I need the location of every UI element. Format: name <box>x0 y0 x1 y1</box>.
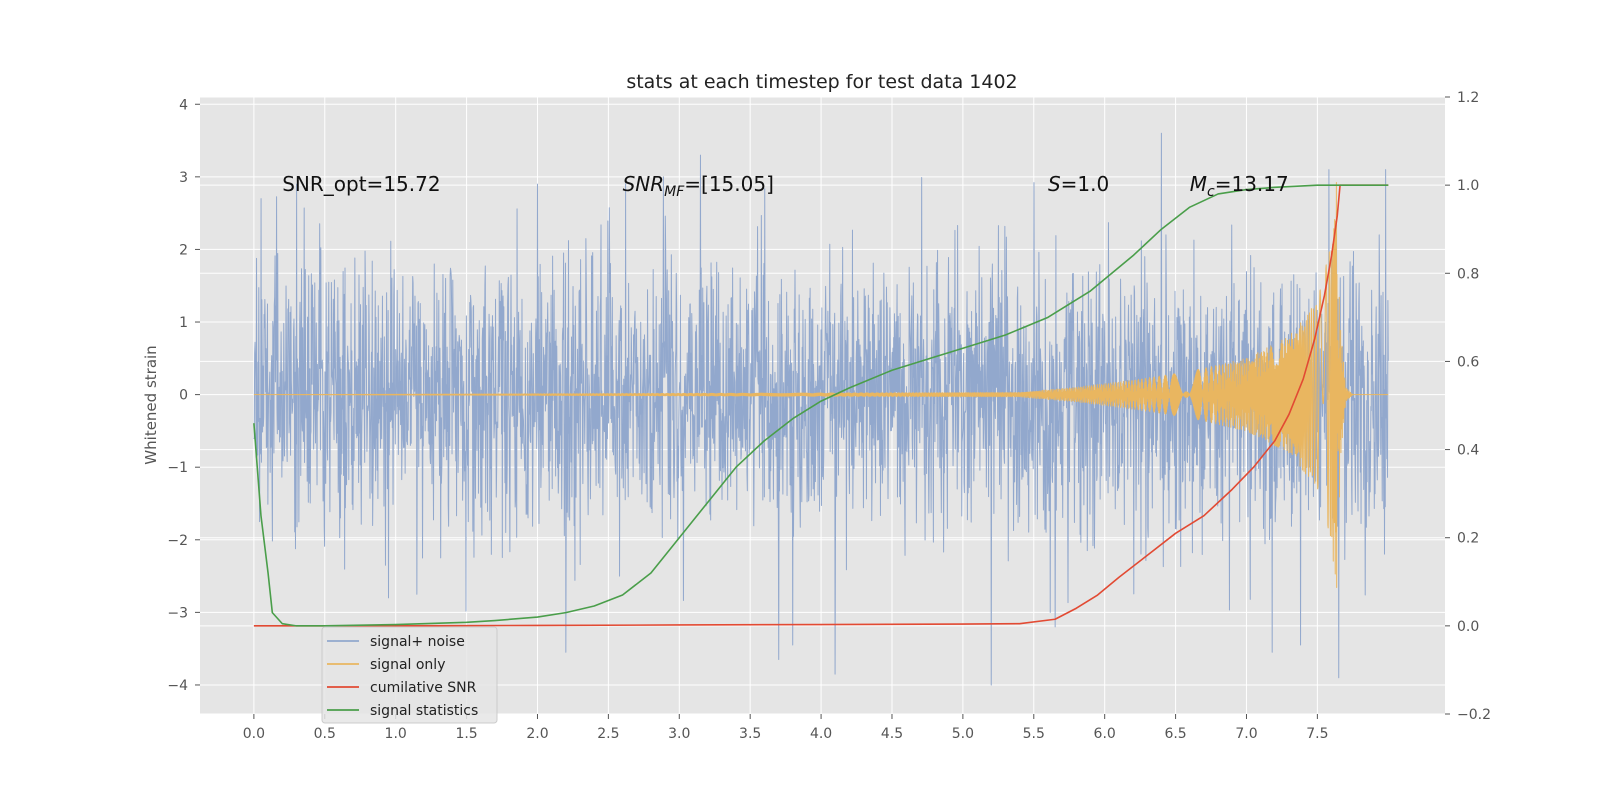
x-axis: 0.0 0.5 1.0 1.5 2.0 2.5 3.0 3.5 4.0 4.5 5.0 5.5 6.0 6… <box>243 714 1329 742</box>
legend: signal+ noise signal only cumilative SNR si… <box>321 626 498 724</box>
y-tick-label: −3 <box>167 605 188 621</box>
y2-tick-label: 0.6 <box>1457 354 1479 370</box>
series-line-signal-only <box>253 182 1389 589</box>
annotation-label: SNRMF=[15.05] <box>623 172 774 200</box>
y2-tick-label: 0.8 <box>1457 266 1479 282</box>
y2-tick-label: 0.2 <box>1457 531 1479 547</box>
chart-title: stats at each timestep for test data 140… <box>626 71 1017 93</box>
series-layer <box>253 132 1389 686</box>
y-tick-label: −1 <box>167 460 188 476</box>
legend-entry-label: signal only <box>370 657 445 673</box>
legend-entry-label: signal statistics <box>370 703 478 719</box>
x-tick-label: 5.5 <box>1023 726 1045 742</box>
legend-box <box>321 626 498 724</box>
x-tick-label: 3.0 <box>668 726 690 742</box>
x-tick-label: 7.0 <box>1235 726 1257 742</box>
annotation-label: SNR_opt=15.72 <box>282 172 440 196</box>
series-line-signal-statistics <box>253 184 1389 627</box>
series-line-signal-noise <box>253 132 1389 686</box>
x-tick-label: 0.5 <box>314 726 336 742</box>
x-tick-label: 2.5 <box>597 726 619 742</box>
y-tick-label: 3 <box>179 170 188 186</box>
x-tick-label: 6.5 <box>1164 726 1186 742</box>
y-tick-label: 2 <box>179 242 188 258</box>
legend-entry-label: signal+ noise <box>370 634 465 650</box>
y-tick-label: −4 <box>167 678 188 694</box>
x-tick-label: 2.0 <box>526 726 548 742</box>
x-tick-label: 5.0 <box>952 726 974 742</box>
annotation-label: S=1.0 <box>1048 172 1109 196</box>
x-tick-label: 1.5 <box>455 726 477 742</box>
y2-tick-label: 0.0 <box>1457 619 1479 635</box>
y2-tick-label: 0.4 <box>1457 443 1479 459</box>
y-tick-label: 0 <box>179 388 188 404</box>
annotation-label: Mc=13.17 <box>1190 172 1289 200</box>
y-tick-label: 1 <box>179 315 188 331</box>
y-tick-label: −2 <box>167 533 188 549</box>
x-tick-label: 4.0 <box>810 726 832 742</box>
legend-entry-label: cumilative SNR <box>370 680 477 696</box>
y2-tick-label: 1.0 <box>1457 178 1479 194</box>
series-line-cumilative-snr <box>253 184 1389 627</box>
y2-tick-label: −0.2 <box>1457 707 1491 723</box>
x-tick-label: 0.0 <box>243 726 265 742</box>
right-axis: −0.2 0.0 0.2 0.4 0.6 0.8 1.0 1.2 <box>1445 90 1491 723</box>
x-tick-label: 4.5 <box>881 726 903 742</box>
y2-tick-label: 1.2 <box>1457 90 1479 106</box>
y-axis-label: Whitened strain <box>142 345 160 464</box>
x-tick-label: 3.5 <box>739 726 761 742</box>
x-tick-label: 6.0 <box>1094 726 1116 742</box>
y-tick-label: 4 <box>179 97 188 113</box>
annotations: SNR_opt=15.72 SNRMF=[15.05] S=1.0 Mc=13.17 <box>282 172 1289 200</box>
left-axis: −4 −3 −2 −1 0 1 2 3 4 <box>167 97 200 694</box>
x-tick-label: 7.5 <box>1306 726 1328 742</box>
x-tick-label: 1.0 <box>385 726 407 742</box>
